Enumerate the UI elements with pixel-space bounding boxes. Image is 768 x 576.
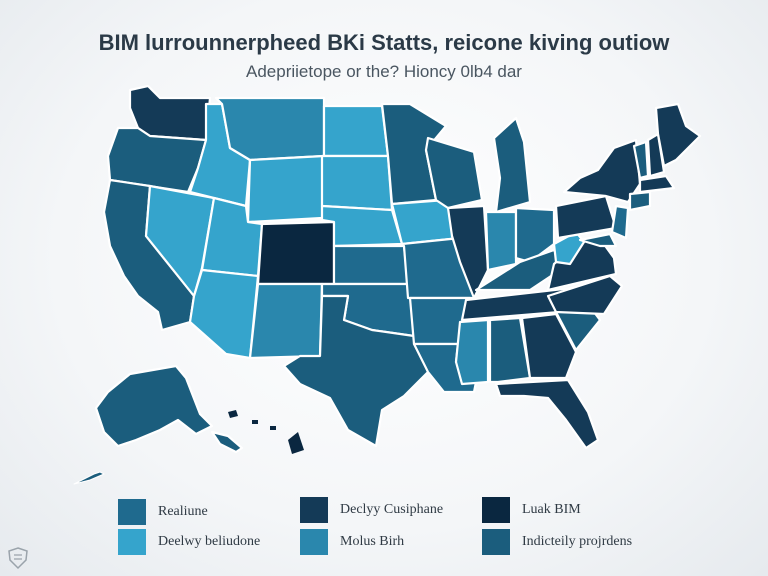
state-mississippi[interactable] bbox=[454, 318, 490, 386]
state-nebraska[interactable] bbox=[320, 204, 404, 248]
legend-item: Indicteily projrdens bbox=[482, 528, 632, 556]
state-ohio[interactable] bbox=[514, 206, 556, 264]
state-texas[interactable] bbox=[282, 294, 430, 448]
state-hawaii-4[interactable] bbox=[288, 432, 304, 454]
map-subtitle: Adepriietope or the? Hioncy 0lb4 dar bbox=[246, 62, 522, 81]
legend-label: Declyy Cusiphane bbox=[340, 502, 444, 517]
map-title: BIM lurrounnerpheed BKi Statts, reicone … bbox=[98, 30, 670, 55]
state-pennsylvania[interactable] bbox=[554, 194, 618, 240]
state-north-dakota[interactable] bbox=[322, 104, 390, 158]
legend-label: Realiune bbox=[158, 504, 208, 519]
state-arizona[interactable] bbox=[188, 268, 260, 360]
legend-swatch bbox=[482, 529, 510, 555]
state-massachusetts[interactable] bbox=[638, 174, 676, 194]
state-colorado[interactable] bbox=[256, 220, 336, 286]
legend-swatch bbox=[118, 529, 146, 555]
state-new-jersey[interactable] bbox=[610, 204, 630, 240]
map-legend: Realiune Declyy Cusiphane Luak BIM Deelw… bbox=[0, 490, 768, 570]
state-north-carolina[interactable] bbox=[546, 274, 624, 316]
state-new-mexico[interactable] bbox=[248, 282, 324, 360]
legend-item: Realiune bbox=[118, 498, 208, 526]
state-alaska[interactable] bbox=[94, 364, 214, 448]
legend-label: Molus Birh bbox=[340, 534, 405, 549]
legend-swatch bbox=[300, 497, 328, 523]
state-georgia[interactable] bbox=[520, 312, 578, 380]
state-new-york[interactable] bbox=[562, 138, 642, 204]
state-maryland[interactable] bbox=[578, 232, 618, 248]
aleutian-islands bbox=[73, 471, 105, 485]
state-wyoming[interactable] bbox=[246, 154, 326, 224]
legend-label: Deelwy beliudone bbox=[158, 534, 261, 549]
state-hawaii-3[interactable] bbox=[270, 426, 276, 430]
state-kansas[interactable] bbox=[332, 244, 410, 286]
legend-item: Molus Birh bbox=[300, 528, 404, 556]
legend-item: Deelwy beliudone bbox=[118, 528, 260, 556]
legend-swatch bbox=[482, 497, 510, 523]
legend-swatch bbox=[118, 499, 146, 525]
state-alabama[interactable] bbox=[488, 316, 532, 384]
state-connecticut[interactable] bbox=[628, 190, 652, 212]
state-hawaii-1[interactable] bbox=[228, 410, 238, 418]
legend-label: Luak BIM bbox=[522, 502, 581, 517]
legend-item: Declyy Cusiphane bbox=[300, 496, 443, 524]
state-hawaii-2[interactable] bbox=[252, 420, 258, 424]
state-indiana[interactable] bbox=[484, 210, 518, 272]
state-florida[interactable] bbox=[494, 378, 600, 450]
state-wisconsin[interactable] bbox=[424, 136, 484, 210]
state-new-hampshire[interactable] bbox=[646, 132, 666, 178]
shield-icon bbox=[8, 547, 28, 570]
state-michigan[interactable] bbox=[492, 116, 532, 214]
legend-swatch bbox=[300, 529, 328, 555]
state-south-dakota[interactable] bbox=[320, 154, 394, 212]
legend-label: Indicteily projrdens bbox=[522, 534, 633, 549]
state-vermont[interactable] bbox=[632, 140, 650, 180]
alaska-islands bbox=[210, 430, 244, 454]
legend-item: Luak BIM bbox=[482, 496, 581, 524]
state-maine[interactable] bbox=[654, 102, 702, 168]
